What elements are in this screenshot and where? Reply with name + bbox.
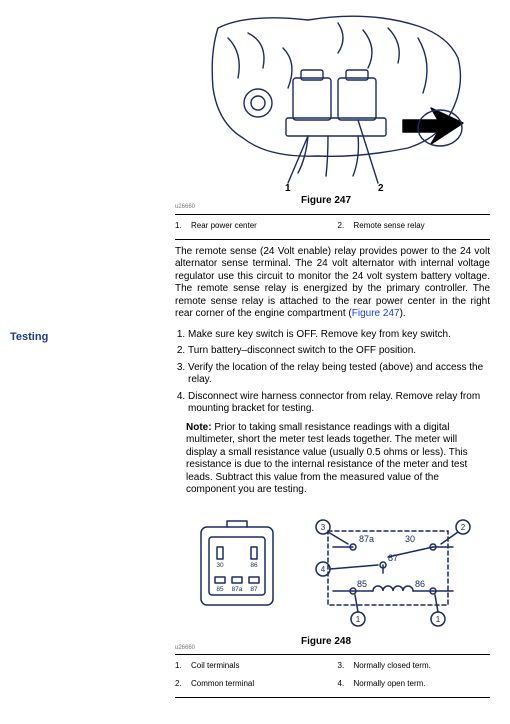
schem-label: 87 (388, 553, 398, 563)
circled-num: 1 (355, 615, 360, 624)
divider (175, 654, 490, 655)
schem-label: 85 (357, 579, 367, 589)
legend-text: Rear power center (191, 221, 328, 231)
socket-label: 30 (216, 562, 224, 569)
socket-label: 87a (231, 586, 242, 593)
figure-248-block: 30 86 85 87a 87 (175, 507, 490, 699)
legend-text: Normally closed term. (354, 661, 491, 671)
legend-num: 2. (338, 221, 348, 231)
intro-paragraph: The remote sense (24 Volt enable) relay … (175, 246, 490, 321)
circled-num: 4 (320, 565, 325, 574)
fig248-caption: Figure 248 (301, 636, 490, 649)
step-item: Turn battery–disconnect switch to the OF… (188, 345, 490, 358)
legend-num: 4. (338, 679, 348, 689)
section-heading: Testing (10, 329, 170, 345)
legend-text: Normally open term. (354, 679, 491, 689)
fig247-callout-1: 1 (285, 183, 291, 193)
engine-illustration: 1 2 (188, 8, 478, 193)
legend-num: 2. (175, 679, 185, 689)
legend-item: 2. Common terminal (175, 679, 328, 689)
steps-list: Make sure key switch is OFF. Remove key … (170, 329, 490, 416)
intro-text: The remote sense (24 Volt enable) relay … (175, 246, 490, 320)
circled-num: 1 (435, 615, 440, 624)
legend-item: 4. Normally open term. (338, 679, 491, 689)
fig247-id: u26660 (175, 204, 301, 212)
figure-247-link[interactable]: Figure 247 (352, 308, 400, 319)
divider (175, 214, 490, 215)
figure-247-block: 1 2 u26660 Figure 247 1. Rear power cent… (175, 8, 490, 321)
testing-body: Make sure key switch is OFF. Remove key … (170, 329, 490, 507)
step-item: Disconnect wire harness connector from r… (188, 391, 490, 416)
intro-tail: ). (400, 308, 406, 319)
legend-item: 1. Rear power center (175, 221, 328, 231)
socket-label: 86 (250, 562, 258, 569)
circled-num: 3 (320, 523, 325, 532)
legend-text: Common terminal (191, 679, 328, 689)
legend-item: 2. Remote sense relay (338, 221, 491, 231)
legend-item: 3. Normally closed term. (338, 661, 491, 671)
legend-num: 3. (338, 661, 348, 671)
page: 1 2 u26660 Figure 247 1. Rear power cent… (10, 8, 500, 698)
note-text: Prior to taking small resistance reading… (186, 422, 468, 496)
fig247-callout-2: 2 (378, 183, 384, 193)
step-item: Verify the location of the relay being t… (188, 362, 490, 387)
fig248-id: u26660 (175, 645, 301, 653)
legend-text: Remote sense relay (354, 221, 491, 231)
note-label: Note: (186, 422, 212, 433)
legend-num: 1. (175, 661, 185, 671)
step-item: Make sure key switch is OFF. Remove key … (188, 329, 490, 342)
fig247-legend: 1. Rear power center 2. Remote sense rel… (175, 221, 490, 231)
socket-label: 87 (250, 586, 258, 593)
legend-text: Coil terminals (191, 661, 328, 671)
legend-item: 1. Coil terminals (175, 661, 328, 671)
divider (175, 239, 490, 240)
fig248-legend-row2: 2. Common terminal 4. Normally open term… (175, 679, 490, 689)
relay-diagram: 30 86 85 87a 87 (183, 507, 483, 632)
circled-num: 2 (460, 523, 465, 532)
schem-label: 87a (359, 534, 374, 544)
schem-label: 30 (404, 534, 414, 544)
divider (175, 697, 490, 698)
socket-label: 85 (216, 586, 224, 593)
testing-section: Testing Make sure key switch is OFF. Rem… (10, 329, 500, 507)
note-block: Note: Prior to taking small resistance r… (186, 422, 490, 497)
legend-num: 1. (175, 221, 185, 231)
fig247-caption: Figure 247 (301, 195, 490, 208)
fig248-legend-row1: 1. Coil terminals 3. Normally closed ter… (175, 661, 490, 671)
schem-label: 86 (415, 579, 425, 589)
